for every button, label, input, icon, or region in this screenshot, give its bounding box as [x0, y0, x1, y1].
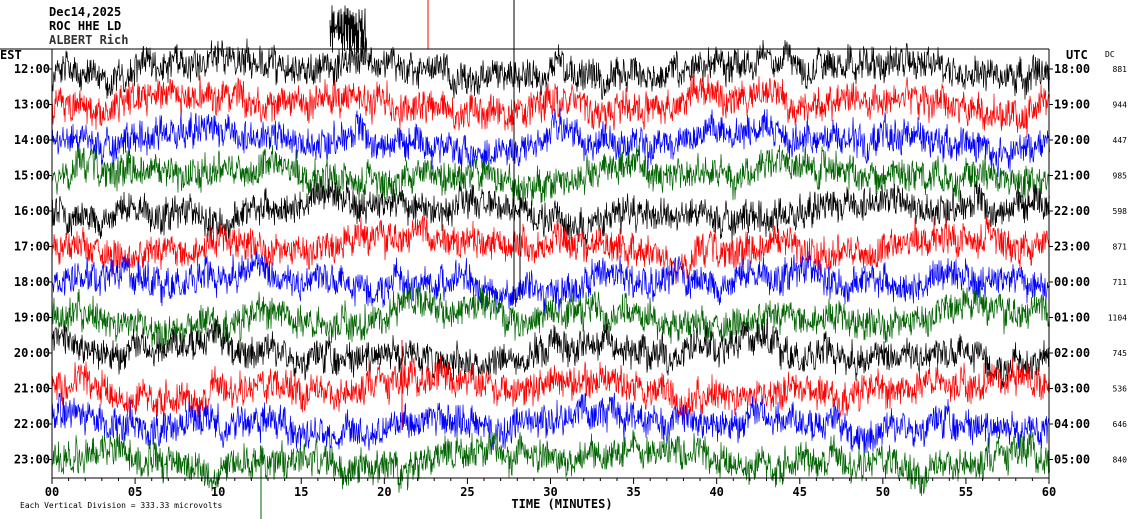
- trace-line: [51, 251, 1050, 316]
- est-row-label: 14:00: [14, 133, 50, 147]
- x-tick-label: 10: [211, 485, 225, 499]
- utc-row-label: 23:00: [1054, 240, 1090, 254]
- dc-value: 944: [1113, 101, 1128, 110]
- dc-value: 871: [1113, 243, 1128, 252]
- est-row-label: 13:00: [14, 98, 50, 112]
- dc-value: 447: [1113, 136, 1128, 145]
- x-tick-label: 25: [460, 485, 474, 499]
- station-label: ROC HHE LD: [49, 19, 122, 33]
- x-axis-title: TIME (MINUTES): [511, 497, 612, 511]
- scale-note: Each Vertical Division = 333.33 microvol…: [20, 501, 222, 510]
- dc-value: 985: [1113, 172, 1128, 181]
- est-row-label: 21:00: [14, 382, 50, 396]
- est-row-label: 18:00: [14, 275, 50, 289]
- x-tick-label: 05: [128, 485, 142, 499]
- dc-value: 881: [1113, 65, 1128, 74]
- dc-value: 840: [1113, 456, 1128, 465]
- network-label: ALBERT Rich: [49, 33, 129, 47]
- utc-row-label: 19:00: [1054, 98, 1090, 112]
- trace-line: [51, 317, 1050, 390]
- dc-column-label: DC: [1105, 50, 1115, 59]
- trace-line: [51, 215, 1050, 285]
- trace-line: [51, 282, 1050, 354]
- x-tick-label: 35: [626, 485, 640, 499]
- utc-row-label: 04:00: [1054, 417, 1090, 431]
- trace-line: [51, 392, 1050, 454]
- x-tick-label: 55: [959, 485, 973, 499]
- est-row-label: 19:00: [14, 311, 50, 325]
- est-row-label: 12:00: [14, 62, 50, 76]
- est-axis-label: EST: [0, 48, 22, 62]
- est-row-label: 22:00: [14, 417, 50, 431]
- x-tick-label: 30: [543, 485, 557, 499]
- date-label: Dec14,2025: [49, 5, 122, 19]
- trace-group: [51, 0, 1050, 519]
- utc-row-label: 05:00: [1054, 453, 1090, 467]
- x-tick-label: 20: [377, 485, 391, 499]
- utc-row-label: 00:00: [1054, 275, 1090, 289]
- x-tick-label: 60: [1042, 485, 1056, 499]
- utc-row-label: 22:00: [1054, 204, 1090, 218]
- utc-row-label: 18:00: [1054, 62, 1090, 76]
- dc-value: 745: [1113, 349, 1128, 358]
- trace-line: [51, 178, 1050, 250]
- utc-row-label: 02:00: [1054, 346, 1090, 360]
- est-row-label: 23:00: [14, 453, 50, 467]
- x-tick-label: 40: [709, 485, 723, 499]
- est-row-label: 16:00: [14, 204, 50, 218]
- trace-line: [51, 144, 1050, 206]
- utc-row-label: 01:00: [1054, 311, 1090, 325]
- est-row-label: 20:00: [14, 346, 50, 360]
- trace-line: [51, 36, 1050, 100]
- chart-frame: [0, 48, 1053, 484]
- x-tick-label: 15: [294, 485, 308, 499]
- trace-line: [51, 107, 1050, 178]
- dc-value: 646: [1113, 420, 1128, 429]
- utc-row-label: 20:00: [1054, 133, 1090, 147]
- x-tick-label: 45: [793, 485, 807, 499]
- dc-value: 536: [1113, 385, 1128, 394]
- burst-trace: [329, 5, 366, 55]
- est-row-label: 17:00: [14, 240, 50, 254]
- utc-row-label: 21:00: [1054, 169, 1090, 183]
- x-tick-label: 50: [876, 485, 890, 499]
- x-tick-label: 00: [45, 485, 59, 499]
- axis-labels: EST UTC DC 12:00 18:00 881 13:00 19:00 944 14:00 2…: [0, 48, 1127, 511]
- utc-axis-label: UTC: [1066, 48, 1088, 62]
- trace-line: [51, 73, 1050, 138]
- est-row-label: 15:00: [14, 169, 50, 183]
- utc-row-label: 03:00: [1054, 382, 1090, 396]
- dc-value: 598: [1113, 207, 1128, 216]
- trace-line: [51, 355, 1050, 423]
- dc-value: 711: [1113, 278, 1128, 287]
- dc-value: 1104: [1108, 314, 1127, 323]
